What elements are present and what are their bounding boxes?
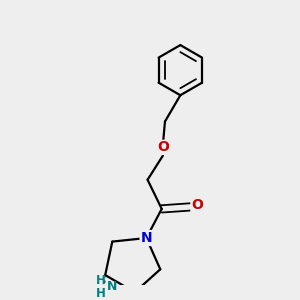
Polygon shape bbox=[103, 286, 135, 292]
Text: N: N bbox=[107, 280, 117, 293]
Text: N: N bbox=[140, 231, 152, 245]
Text: O: O bbox=[157, 140, 169, 154]
Text: H: H bbox=[95, 274, 105, 286]
Text: H: H bbox=[95, 287, 105, 300]
Text: O: O bbox=[191, 198, 203, 212]
